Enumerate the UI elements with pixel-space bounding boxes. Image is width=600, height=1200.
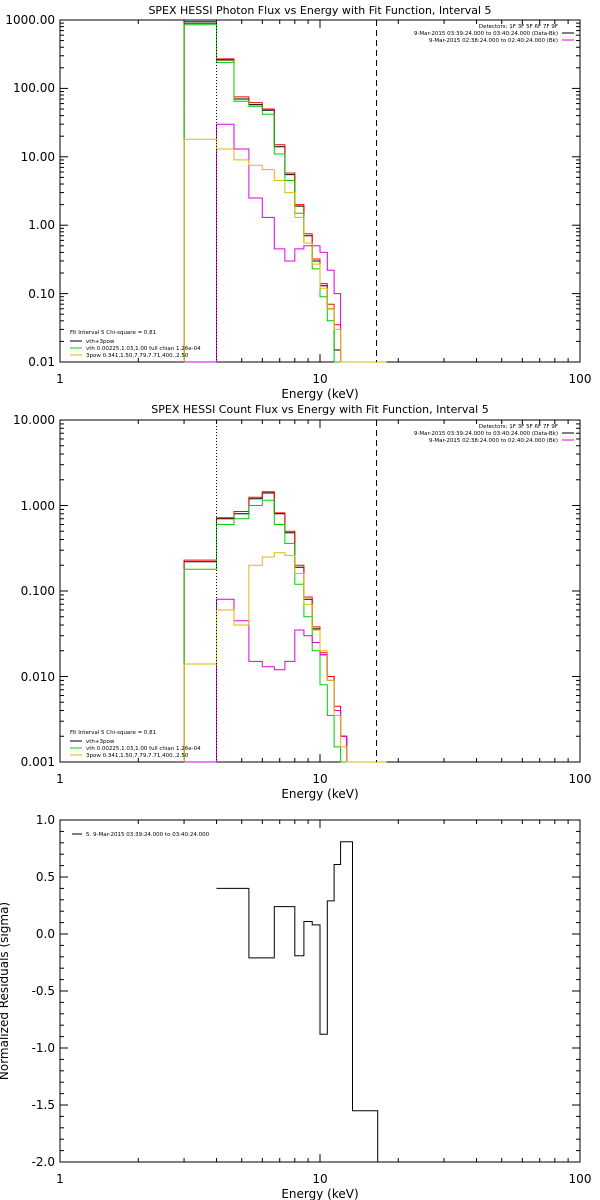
x-axis: 1 10 100 (56, 1172, 591, 1186)
count-flux-panel: SPEX HESSI Count Flux vs Energy with Fit… (13, 403, 591, 801)
plot-marks (59, 20, 580, 363)
y-tick-label: 1.00 (28, 218, 55, 232)
legend-label: 3pow 0.341,1.50,7.79,7.71,400.,2.50 (86, 353, 189, 359)
fit-legend-title: Fit Interval 5 Chi-square = 0.81 (70, 330, 156, 336)
x-tick-label: 1 (56, 1172, 64, 1186)
y-tick-label: 0.10 (28, 287, 55, 301)
x-tick-label: 1 (56, 772, 64, 786)
residuals-panel: 1 10 100 -2.0 -1.5 -1.0 -0.5 0.0 0.5 1.0… (0, 813, 591, 1200)
y-tick-label: 100.00 (13, 81, 55, 95)
legend-label: vth 0.00225,1.03,1.00 full chian 1.26e-0… (86, 346, 201, 352)
y-axis: 0.01 0.10 1.00 10.00 100.00 1000.00 (5, 13, 55, 369)
legend-label: 9-Mar-2015 03:39:24.000 to 03:40:24.000 … (414, 31, 558, 37)
panel-title: SPEX HESSI Photon Flux vs Energy with Fi… (148, 4, 491, 17)
y-tick-label: 10.00 (21, 150, 55, 164)
legend-label: 3pow 0.341,1.50,7.79,7.71,400.,2.50 (86, 753, 189, 759)
y-tick-label: -0.5 (32, 984, 55, 998)
fit-legend: Fit Interval 5 Chi-square = 0.81 vth+3po… (70, 330, 201, 359)
x-axis: 1 10 100 (56, 772, 591, 786)
y-axis: 0.001 0.010 0.100 1.000 10.000 (13, 413, 55, 769)
panel-title: SPEX HESSI Count Flux vs Energy with Fit… (151, 403, 488, 416)
residual-legend: 5. 9-Mar-2015 03:39:24.000 to 03:40:24.0… (72, 832, 210, 838)
x-axis: 1 10 100 (56, 372, 591, 386)
x-axis-label: Energy (keV) (281, 387, 358, 401)
photon-flux-panel: SPEX HESSI Photon Flux vs Energy with Fi… (5, 4, 591, 401)
x-tick-label: 10 (312, 372, 327, 386)
fit-legend: Fit Interval 5 Chi-square = 0.81 vth+3po… (70, 730, 201, 759)
legend-label: 9-Mar-2015 02:38:24.000 to 02:40:24.000 … (429, 38, 558, 44)
x-tick-label: 100 (569, 372, 592, 386)
y-tick-label: 10.000 (13, 413, 55, 427)
legend-label: 9-Mar-2015 02:38:24.000 to 02:40:24.000 … (429, 438, 558, 444)
data-legend: Detectors: 1F 3F 5F 6F 7F 9F 9-Mar-2015 … (414, 24, 574, 44)
y-tick-label: 0.100 (21, 584, 55, 598)
legend-label: 5. 9-Mar-2015 03:39:24.000 to 03:40:24.0… (86, 832, 210, 838)
plot-marks (59, 819, 580, 1163)
y-tick-label: 0.0 (36, 927, 55, 941)
y-tick-label: 0.001 (21, 755, 55, 769)
y-tick-label: 1.000 (21, 499, 55, 513)
legend-label: vth 0.00225,1.03,1.00 full chian 1.26e-0… (86, 746, 201, 752)
x-tick-label: 1 (56, 372, 64, 386)
legend-label: 9-Mar-2015 03:39:24.000 to 03:40:24.000 … (414, 431, 558, 437)
y-tick-label: 0.5 (36, 870, 55, 884)
plot-marks (59, 420, 580, 763)
y-tick-label: -2.0 (32, 1155, 55, 1169)
y-tick-label: 1.0 (36, 813, 55, 827)
x-tick-label: 100 (569, 772, 592, 786)
x-axis-label: Energy (keV) (281, 1187, 358, 1200)
fit-legend-title: Fit Interval 5 Chi-square = 0.81 (70, 730, 156, 736)
series-line (183, 138, 387, 363)
legend-label: vth+3pow (86, 339, 115, 345)
y-tick-label: -1.5 (32, 1098, 55, 1112)
x-tick-label: 10 (312, 1172, 327, 1186)
x-tick-label: 10 (312, 772, 327, 786)
data-legend: Detectors: 1F 3F 5F 6F 7F 9F 9-Mar-2015 … (414, 424, 574, 444)
y-axis-label: Normalized Residuals (sigma) (0, 902, 11, 1080)
detectors-label: Detectors: 1F 3F 5F 6F 7F 9F (479, 24, 558, 30)
y-tick-label: 0.010 (21, 670, 55, 684)
series-line (216, 841, 379, 1162)
x-tick-label: 100 (569, 1172, 592, 1186)
y-tick-label: -1.0 (32, 1041, 55, 1055)
y-tick-label: 1000.00 (5, 13, 55, 27)
y-axis: -2.0 -1.5 -1.0 -0.5 0.0 0.5 1.0 (32, 813, 55, 1169)
y-tick-label: 0.01 (28, 355, 55, 369)
legend-label: vth+3pow (86, 739, 115, 745)
detectors-label: Detectors: 1F 3F 5F 6F 7F 9F (479, 424, 558, 430)
x-axis-label: Energy (keV) (281, 787, 358, 801)
series-line (183, 552, 387, 763)
